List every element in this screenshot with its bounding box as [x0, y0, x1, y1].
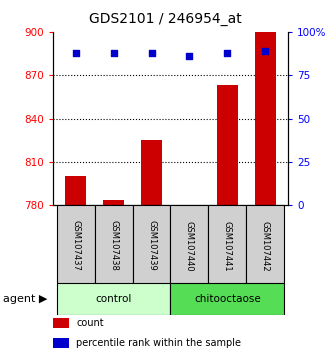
Text: GSM107437: GSM107437 [71, 221, 80, 271]
Text: GSM107438: GSM107438 [109, 221, 118, 271]
Text: count: count [76, 318, 104, 328]
Bar [95, 205, 132, 283]
Bar [170, 283, 284, 315]
Bar [217, 85, 238, 205]
Bar [209, 205, 246, 283]
Text: chitooctaose: chitooctaose [194, 294, 261, 304]
Text: control: control [95, 294, 132, 304]
Bar [57, 205, 95, 283]
Bar [103, 200, 124, 205]
Text: agent ▶: agent ▶ [3, 294, 48, 304]
Point [149, 50, 154, 56]
Text: GSM107440: GSM107440 [185, 221, 194, 271]
Point [111, 50, 116, 56]
Text: percentile rank within the sample: percentile rank within the sample [76, 338, 241, 348]
Bar [246, 205, 284, 283]
Bar [57, 283, 170, 315]
Bar [141, 140, 162, 205]
Text: GSM107439: GSM107439 [147, 221, 156, 271]
Bar [65, 176, 86, 205]
Bar [255, 32, 276, 205]
Text: GSM107442: GSM107442 [261, 221, 270, 271]
Bar [170, 205, 209, 283]
Point [73, 50, 78, 56]
Bar [132, 205, 170, 283]
Point [187, 53, 192, 59]
Bar [53, 338, 70, 348]
Bar [53, 318, 70, 328]
Text: GDS2101 / 246954_at: GDS2101 / 246954_at [89, 12, 242, 27]
Point [225, 50, 230, 56]
Text: GSM107441: GSM107441 [223, 221, 232, 271]
Point [262, 48, 268, 54]
